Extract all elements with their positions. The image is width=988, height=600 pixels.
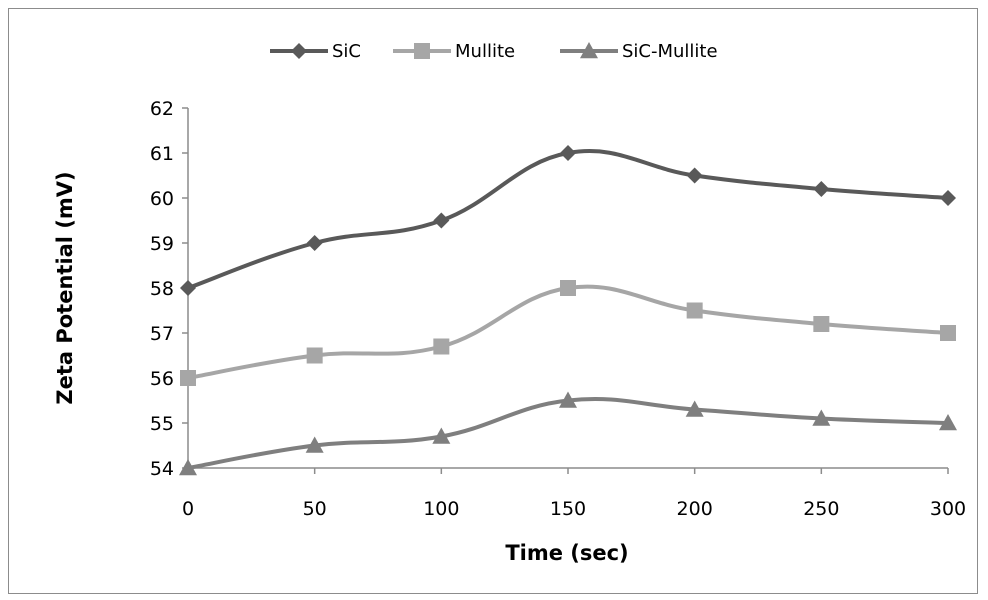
y-tick-label: 57	[150, 323, 174, 345]
y-tick-label: 61	[150, 143, 174, 165]
legend: SiC Mullite SiC-Mullite	[270, 41, 718, 62]
x-tick-label: 100	[423, 498, 459, 520]
series-group	[179, 145, 957, 476]
series-line	[187, 397, 949, 470]
data-point	[813, 316, 830, 332]
data-point	[939, 414, 957, 431]
data-point	[180, 370, 196, 386]
legend-label: SiC	[332, 41, 361, 62]
y-tick-label: 58	[150, 278, 174, 300]
data-point	[813, 181, 830, 197]
y-tick-label: 55	[150, 413, 174, 435]
data-point	[433, 212, 450, 229]
legend-marker	[580, 42, 598, 59]
x-tick-label: 200	[677, 498, 713, 520]
x-tick-label: 250	[803, 498, 839, 520]
legend-marker	[291, 43, 307, 59]
data-point	[180, 280, 196, 296]
axes: 54 55 56 57 58 59 60 61 62 0 50 100 150 200 250 300	[150, 98, 966, 520]
y-tick-label: 62	[150, 98, 174, 120]
data-point	[179, 459, 197, 476]
x-tick-label: 50	[303, 498, 327, 520]
data-point	[812, 409, 831, 426]
x-tick-label: 150	[550, 498, 586, 520]
series-line	[187, 149, 949, 290]
x-tick-label: 0	[182, 498, 194, 520]
data-point	[305, 436, 324, 453]
series-mullite	[180, 280, 956, 386]
data-point	[559, 391, 577, 408]
y-tick-label: 60	[150, 188, 174, 210]
data-point	[686, 167, 703, 184]
x-tick-label: 300	[930, 498, 966, 520]
chart-frame	[8, 8, 978, 594]
data-point	[433, 338, 450, 355]
y-tick-label: 59	[150, 233, 174, 255]
y-tick-label: 54	[150, 458, 174, 480]
legend-marker	[414, 43, 430, 59]
legend-label: SiC-Mullite	[622, 41, 718, 62]
data-point	[560, 280, 576, 296]
data-point	[306, 235, 323, 251]
data-point	[940, 190, 956, 206]
series-line	[187, 284, 949, 380]
data-point	[306, 347, 323, 364]
data-point	[560, 145, 576, 161]
y-tick-label: 56	[150, 368, 174, 390]
x-axis-title: Time (sec)	[505, 541, 628, 565]
series-sic-mullite	[179, 391, 957, 476]
legend-label: Mullite	[455, 41, 515, 62]
legend-item: SiC-Mullite	[560, 41, 718, 62]
data-point	[686, 302, 703, 319]
data-point	[685, 400, 704, 417]
data-point	[432, 427, 451, 444]
data-point	[940, 325, 956, 341]
series-sic	[180, 145, 956, 296]
legend-item: Mullite	[393, 41, 515, 62]
y-axis-title: Zeta Potential (mV)	[53, 171, 77, 404]
legend-item: SiC	[270, 41, 361, 62]
